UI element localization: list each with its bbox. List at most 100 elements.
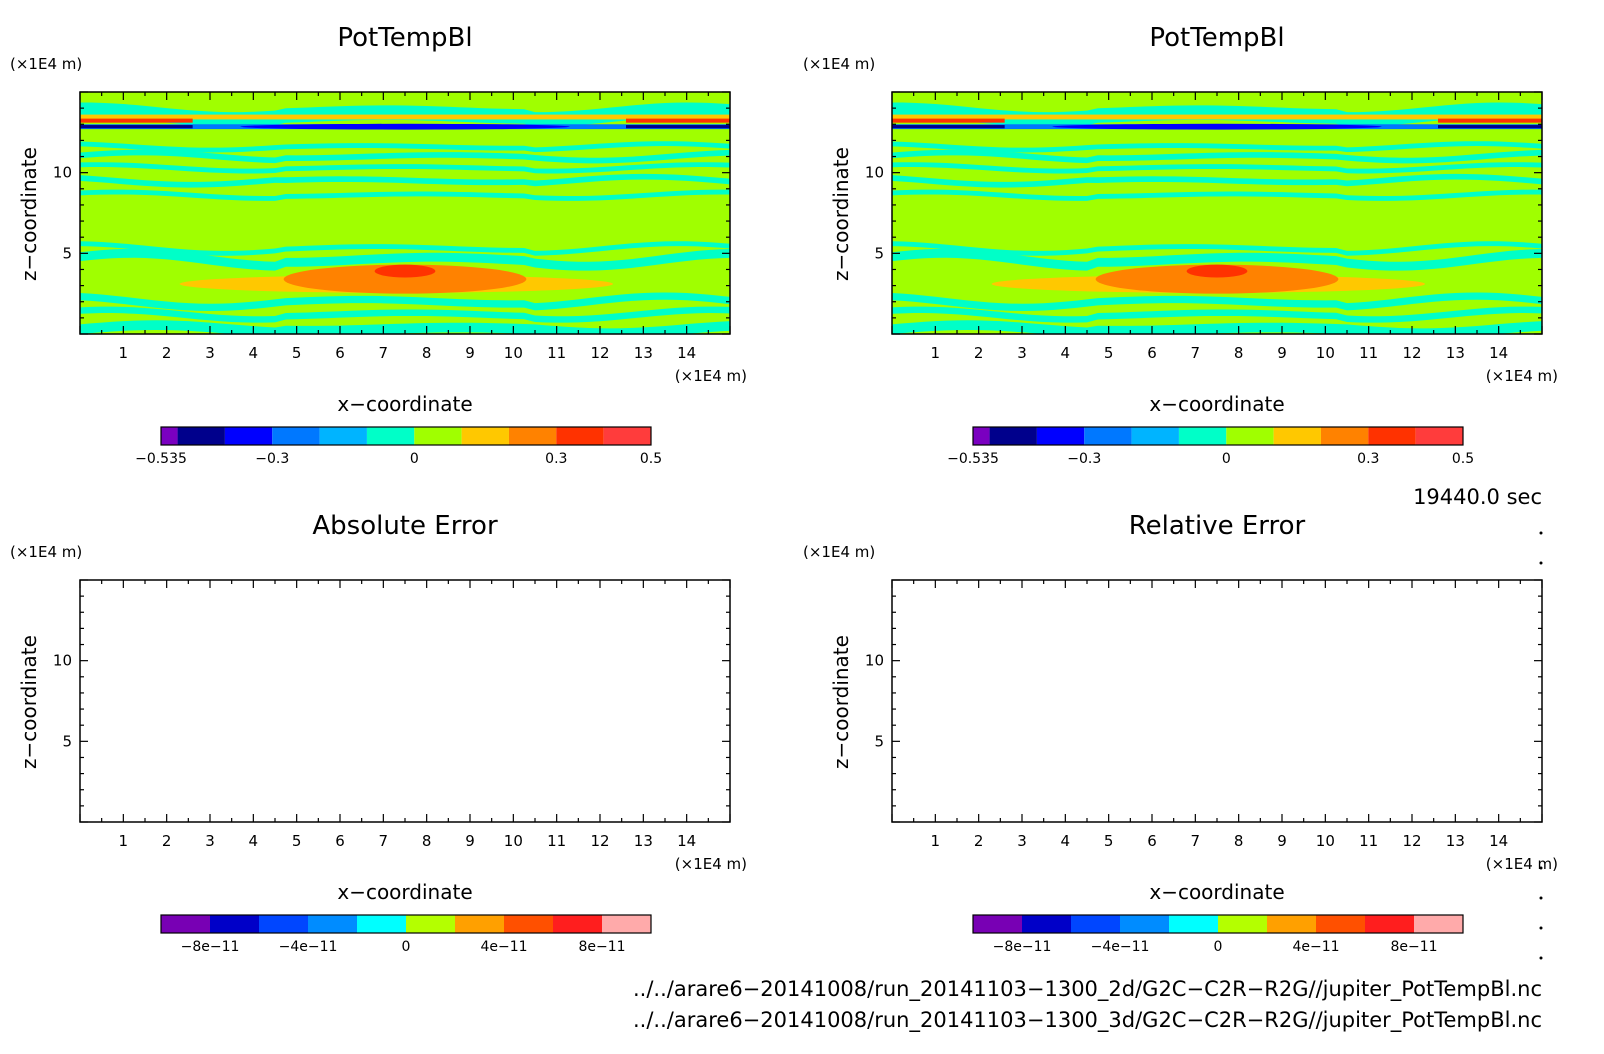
colorbar-tick-label: 0 (1222, 451, 1231, 467)
y-tick-label: 5 (62, 732, 72, 750)
warm-contour (892, 114, 1542, 120)
x-tick-label: 6 (335, 832, 345, 850)
y-tick-labels: 5 10 (53, 164, 72, 263)
panel-title: Relative Error (1129, 511, 1306, 541)
colorbar-swatch (1226, 427, 1274, 445)
contour-band (892, 162, 1542, 174)
x-tick-label: 6 (335, 344, 345, 362)
x-axis-label: x−coordinate (337, 880, 472, 904)
colorbar-swatch (1084, 427, 1132, 445)
margin-dot (1539, 866, 1543, 870)
colorbar-swatch (1368, 427, 1416, 445)
contour-band (80, 149, 730, 164)
x-tick-label: 8 (1234, 832, 1244, 850)
x-tick-label: 14 (1489, 832, 1508, 850)
colorbar-swatch (1273, 427, 1321, 445)
x-tick-label: 9 (1277, 344, 1287, 362)
x-tick-label: 4 (1061, 832, 1071, 850)
colorbar-swatch (1218, 915, 1267, 933)
y-unit-label: (×1E4 m) (10, 55, 82, 73)
margin-dots (1539, 531, 1543, 960)
colorbar-swatch (272, 427, 320, 445)
cold-contour (892, 125, 1005, 129)
time-label: 19440.0 sec (1413, 485, 1542, 509)
y-tick-label: 10 (53, 652, 72, 670)
x-tick-label: 10 (1316, 344, 1335, 362)
x-tick-label: 5 (1104, 832, 1114, 850)
contour-band (892, 292, 1542, 312)
y-axis-label: z−coordinate (17, 147, 41, 281)
y-tick-labels: 5 10 (53, 652, 72, 751)
x-tick-label: 8 (1234, 344, 1244, 362)
warm-contour (892, 118, 1005, 123)
plot-frame (891, 579, 1543, 823)
x-tick-label: 3 (205, 344, 215, 362)
x-axis-label: x−coordinate (337, 392, 472, 416)
panel-relative-error: Relative Error (×1E4 m) 1 2 3 4 5 6 7 8 9 10 11 12 1… (803, 511, 1558, 955)
x-tick-label: 10 (504, 344, 523, 362)
x-tick-label: 1 (119, 832, 129, 850)
x-tick-label: 13 (1446, 832, 1465, 850)
colorbar-tick-label: −0.3 (1067, 451, 1101, 467)
contour-band (80, 241, 730, 256)
x-tick-label: 7 (1191, 344, 1201, 362)
warm-contour (283, 264, 527, 294)
x-tick-labels: 1 2 3 4 5 6 7 8 9 10 11 12 13 14 (119, 344, 697, 362)
y-axis-label: z−coordinate (829, 147, 853, 281)
colorbar-tick-label: −0.535 (135, 451, 187, 467)
x-tick-label: 8 (422, 344, 432, 362)
warm-contour (80, 118, 193, 123)
contour-band (80, 102, 730, 127)
contour-band (80, 292, 730, 312)
x-unit-label: (×1E4 m) (675, 855, 747, 873)
colorbar: −0.535 −0.3 0 0.3 0.5 (135, 426, 662, 467)
margin-dot (1539, 531, 1543, 535)
y-axis-label: z−coordinate (829, 635, 853, 769)
colorbar-swatch (224, 427, 273, 445)
colorbar-tick-label: −0.3 (255, 451, 289, 467)
contour-band (80, 189, 730, 201)
colorbar-tick-label: 0 (1214, 939, 1223, 955)
x-tick-label: 11 (1359, 832, 1378, 850)
colorbar-tick-label: 0 (402, 939, 411, 955)
x-tick-label: 4 (249, 832, 259, 850)
cold-core (240, 123, 570, 130)
colorbar-tick-label: −8e−11 (993, 939, 1052, 955)
colorbar-swatch (1131, 427, 1179, 445)
x-tick-label: 8 (422, 832, 432, 850)
x-tick-label: 12 (1402, 344, 1421, 362)
tick-marks (79, 579, 731, 823)
x-tick-label: 5 (1104, 344, 1114, 362)
x-tick-label: 3 (1017, 344, 1027, 362)
colorbar-swatch (177, 427, 225, 445)
x-tick-label: 3 (205, 832, 215, 850)
contour-band (892, 306, 1542, 323)
x-tick-label: 13 (1446, 344, 1465, 362)
contour-band (892, 248, 1542, 271)
colorbar-swatch (210, 915, 259, 933)
x-tick-label: 2 (162, 344, 172, 362)
colorbar-swatch (553, 915, 602, 933)
x-tick-label: 2 (974, 344, 984, 362)
contour-band (892, 320, 1542, 334)
contour-band (80, 248, 730, 271)
x-unit-label: (×1E4 m) (1486, 367, 1558, 385)
colorbar-swatch (1365, 915, 1414, 933)
margin-dot (1539, 956, 1543, 960)
x-tick-label: 7 (379, 832, 389, 850)
contour-band (892, 173, 1542, 188)
panel-pottempbl-left: PotTempBl (×1E4 m) 1 2 3 4 5 6 7 8 9 10 11 12 13 14 5… (10, 23, 747, 467)
file-path-2d: ../../arare6−20141008/run_20141103−1300_… (633, 977, 1542, 1002)
plot-frame (79, 579, 731, 823)
colorbar-swatch (1120, 915, 1169, 933)
contour-band (892, 189, 1542, 201)
colorbar-tick-label: 0.3 (545, 451, 567, 467)
colorbar-frame (160, 426, 652, 446)
x-tick-label: 13 (634, 344, 653, 362)
x-tick-label: 1 (119, 344, 129, 362)
contour-band (892, 241, 1542, 256)
colorbar-swatch (1415, 427, 1463, 445)
x-tick-label: 11 (547, 832, 566, 850)
colorbar: −8e−11 −4e−11 0 4e−11 8e−11 (972, 914, 1464, 955)
margin-dot (1539, 561, 1543, 565)
